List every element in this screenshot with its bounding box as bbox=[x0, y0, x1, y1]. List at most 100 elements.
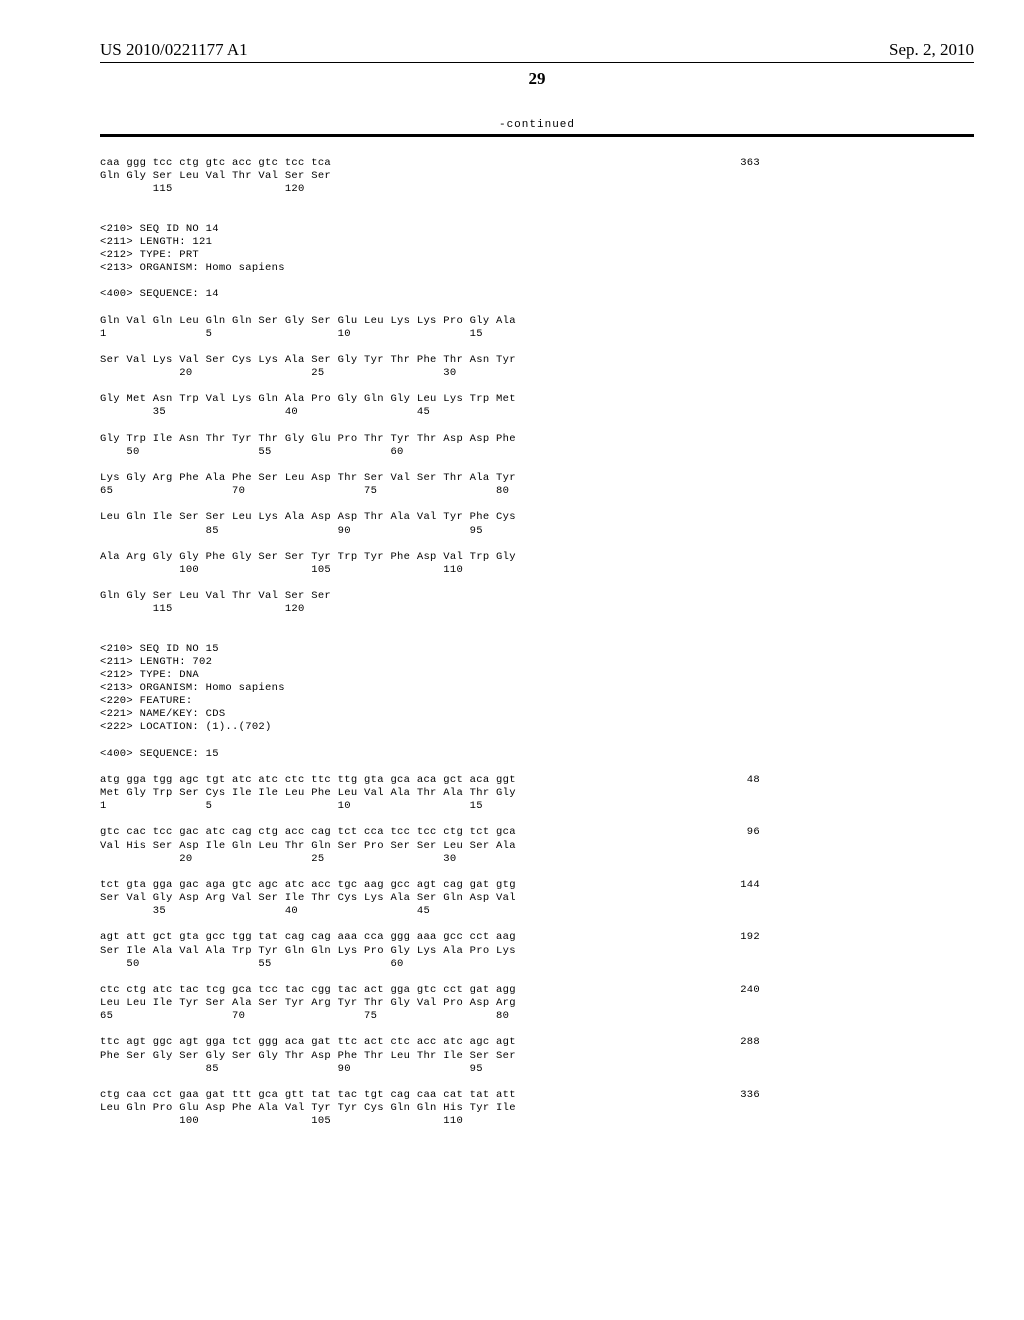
sequence-line: tct gta gga gac aga gtc agc atc acc tgc … bbox=[100, 879, 760, 892]
sequence-position: 240 bbox=[710, 984, 760, 997]
sequence-text: <212> TYPE: PRT bbox=[100, 249, 199, 262]
sequence-text: <212> TYPE: DNA bbox=[100, 669, 199, 682]
blank-line bbox=[100, 735, 974, 748]
sequence-line: 65 70 75 80 bbox=[100, 1010, 760, 1023]
blank-line bbox=[100, 210, 974, 223]
sequence-text: Ser Val Gly Asp Arg Val Ser Ile Thr Cys … bbox=[100, 892, 516, 905]
sequence-text: <213> ORGANISM: Homo sapiens bbox=[100, 682, 285, 695]
publication-date: Sep. 2, 2010 bbox=[889, 40, 974, 60]
sequence-line: Gln Gly Ser Leu Val Thr Val Ser Ser bbox=[100, 590, 760, 603]
sequence-line: ctg caa cct gaa gat ttt gca gtt tat tac … bbox=[100, 1089, 760, 1102]
sequence-line: 115 120 bbox=[100, 183, 760, 196]
patent-page: US 2010/0221177 A1 Sep. 2, 2010 29 -cont… bbox=[0, 0, 1024, 1168]
sequence-text: 100 105 110 bbox=[100, 1115, 463, 1128]
sequence-line: Val His Ser Asp Ile Gln Leu Thr Gln Ser … bbox=[100, 840, 760, 853]
section-divider bbox=[100, 134, 974, 137]
sequence-text: caa ggg tcc ctg gtc acc gtc tcc tca bbox=[100, 157, 331, 170]
sequence-text: Ala Arg Gly Gly Phe Gly Ser Ser Tyr Trp … bbox=[100, 551, 516, 564]
sequence-line: <213> ORGANISM: Homo sapiens bbox=[100, 682, 760, 695]
blank-line bbox=[100, 630, 974, 643]
sequence-line: <211> LENGTH: 702 bbox=[100, 656, 760, 669]
sequence-line: <400> SEQUENCE: 15 bbox=[100, 748, 760, 761]
blank-line bbox=[100, 341, 974, 354]
page-header: US 2010/0221177 A1 Sep. 2, 2010 bbox=[100, 40, 974, 63]
continued-label: -continued bbox=[100, 119, 974, 131]
blank-line bbox=[100, 380, 974, 393]
sequence-text: Gln Gly Ser Leu Val Thr Val Ser Ser bbox=[100, 590, 331, 603]
sequence-text: <210> SEQ ID NO 14 bbox=[100, 223, 219, 236]
sequence-line: <221> NAME/KEY: CDS bbox=[100, 708, 760, 721]
sequence-line: <210> SEQ ID NO 15 bbox=[100, 643, 760, 656]
sequence-line: 100 105 110 bbox=[100, 1115, 760, 1128]
sequence-text: <210> SEQ ID NO 15 bbox=[100, 643, 219, 656]
sequence-line: Ser Ile Ala Val Ala Trp Tyr Gln Gln Lys … bbox=[100, 945, 760, 958]
sequence-text: 1 5 10 15 bbox=[100, 328, 483, 341]
sequence-text: <213> ORGANISM: Homo sapiens bbox=[100, 262, 285, 275]
sequence-line: Ala Arg Gly Gly Phe Gly Ser Ser Tyr Trp … bbox=[100, 551, 760, 564]
sequence-text: gtc cac tcc gac atc cag ctg acc cag tct … bbox=[100, 826, 516, 839]
sequence-line: 50 55 60 bbox=[100, 958, 760, 971]
sequence-listing: caa ggg tcc ctg gtc acc gtc tcc tca363Gl… bbox=[100, 157, 974, 1128]
sequence-text: 65 70 75 80 bbox=[100, 1010, 509, 1023]
sequence-text: Ser Ile Ala Val Ala Trp Tyr Gln Gln Lys … bbox=[100, 945, 516, 958]
sequence-line: Leu Gln Pro Glu Asp Phe Ala Val Tyr Tyr … bbox=[100, 1102, 760, 1115]
sequence-line: <220> FEATURE: bbox=[100, 695, 760, 708]
sequence-text: Leu Gln Ile Ser Ser Leu Lys Ala Asp Asp … bbox=[100, 511, 516, 524]
sequence-line: Ser Val Lys Val Ser Cys Lys Ala Ser Gly … bbox=[100, 354, 760, 367]
sequence-text: Gln Val Gln Leu Gln Gln Ser Gly Ser Glu … bbox=[100, 315, 516, 328]
blank-line bbox=[100, 301, 974, 314]
sequence-text: Ser Val Lys Val Ser Cys Lys Ala Ser Gly … bbox=[100, 354, 516, 367]
sequence-text: 85 90 95 bbox=[100, 1063, 483, 1076]
sequence-line: Met Gly Trp Ser Cys Ile Ile Leu Phe Leu … bbox=[100, 787, 760, 800]
sequence-text: 50 55 60 bbox=[100, 958, 404, 971]
sequence-line: 1 5 10 15 bbox=[100, 328, 760, 341]
blank-line bbox=[100, 971, 974, 984]
sequence-text: agt att gct gta gcc tgg tat cag cag aaa … bbox=[100, 931, 516, 944]
sequence-line: 65 70 75 80 bbox=[100, 485, 760, 498]
sequence-line: ctc ctg atc tac tcg gca tcc tac cgg tac … bbox=[100, 984, 760, 997]
sequence-line: <222> LOCATION: (1)..(702) bbox=[100, 721, 760, 734]
sequence-line: agt att gct gta gcc tgg tat cag cag aaa … bbox=[100, 931, 760, 944]
sequence-line: Leu Leu Ile Tyr Ser Ala Ser Tyr Arg Tyr … bbox=[100, 997, 760, 1010]
sequence-text: 20 25 30 bbox=[100, 853, 456, 866]
sequence-text: <400> SEQUENCE: 15 bbox=[100, 748, 219, 761]
blank-line bbox=[100, 813, 974, 826]
sequence-position: 363 bbox=[710, 157, 760, 170]
sequence-line: 115 120 bbox=[100, 603, 760, 616]
blank-line bbox=[100, 420, 974, 433]
blank-line bbox=[100, 1023, 974, 1036]
sequence-text: tct gta gga gac aga gtc agc atc acc tgc … bbox=[100, 879, 516, 892]
sequence-text: 1 5 10 15 bbox=[100, 800, 483, 813]
sequence-text: 20 25 30 bbox=[100, 367, 456, 380]
sequence-line: 1 5 10 15 bbox=[100, 800, 760, 813]
sequence-line: Leu Gln Ile Ser Ser Leu Lys Ala Asp Asp … bbox=[100, 511, 760, 524]
sequence-line: Gly Trp Ile Asn Thr Tyr Thr Gly Glu Pro … bbox=[100, 433, 760, 446]
sequence-line: Gly Met Asn Trp Val Lys Gln Ala Pro Gly … bbox=[100, 393, 760, 406]
sequence-text: Val His Ser Asp Ile Gln Leu Thr Gln Ser … bbox=[100, 840, 516, 853]
sequence-line: caa ggg tcc ctg gtc acc gtc tcc tca 363 bbox=[100, 157, 760, 170]
sequence-line: 20 25 30 bbox=[100, 367, 760, 380]
sequence-text: <220> FEATURE: bbox=[100, 695, 192, 708]
sequence-text: Phe Ser Gly Ser Gly Ser Gly Thr Asp Phe … bbox=[100, 1050, 516, 1063]
blank-line bbox=[100, 1076, 974, 1089]
blank-line bbox=[100, 616, 974, 629]
sequence-line: Lys Gly Arg Phe Ala Phe Ser Leu Asp Thr … bbox=[100, 472, 760, 485]
sequence-line: Gln Gly Ser Leu Val Thr Val Ser Ser bbox=[100, 170, 760, 183]
sequence-text: ctc ctg atc tac tcg gca tcc tac cgg tac … bbox=[100, 984, 516, 997]
blank-line bbox=[100, 761, 974, 774]
sequence-position: 288 bbox=[710, 1036, 760, 1049]
sequence-text: <400> SEQUENCE: 14 bbox=[100, 288, 219, 301]
sequence-position: 48 bbox=[717, 774, 760, 787]
blank-line bbox=[100, 459, 974, 472]
sequence-text: Leu Gln Pro Glu Asp Phe Ala Val Tyr Tyr … bbox=[100, 1102, 516, 1115]
sequence-line: <400> SEQUENCE: 14 bbox=[100, 288, 760, 301]
sequence-text: Met Gly Trp Ser Cys Ile Ile Leu Phe Leu … bbox=[100, 787, 516, 800]
publication-number: US 2010/0221177 A1 bbox=[100, 40, 248, 60]
blank-line bbox=[100, 577, 974, 590]
sequence-line: Phe Ser Gly Ser Gly Ser Gly Thr Asp Phe … bbox=[100, 1050, 760, 1063]
sequence-line: atg gga tgg agc tgt atc atc ctc ttc ttg … bbox=[100, 774, 760, 787]
sequence-text: 50 55 60 bbox=[100, 446, 404, 459]
blank-line bbox=[100, 538, 974, 551]
sequence-text: 35 40 45 bbox=[100, 905, 430, 918]
sequence-line: 35 40 45 bbox=[100, 406, 760, 419]
